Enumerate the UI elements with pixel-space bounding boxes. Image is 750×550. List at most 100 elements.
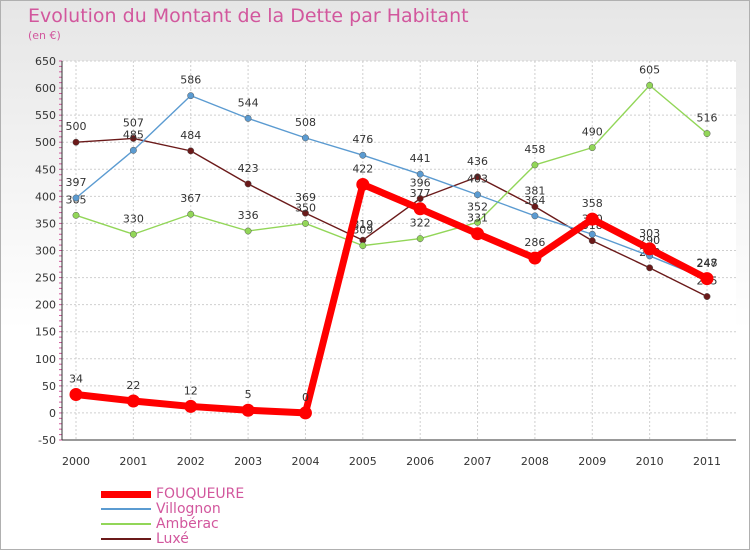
y-tick-label: 450: [35, 163, 56, 176]
x-tick-label: 2011: [693, 455, 721, 468]
data-label: 508: [295, 116, 316, 129]
data-label: 247: [697, 257, 718, 270]
data-point: [471, 227, 485, 241]
data-label: 396: [410, 177, 431, 190]
data-point: [588, 144, 596, 152]
data-label: 322: [410, 217, 431, 230]
data-label: 330: [123, 212, 144, 225]
data-label: 286: [524, 236, 545, 249]
data-label: 352: [467, 200, 488, 213]
data-label: 381: [524, 185, 545, 198]
y-tick-label: 350: [35, 217, 56, 230]
data-point: [474, 191, 481, 199]
data-label: 484: [180, 129, 201, 142]
data-point: [588, 230, 596, 238]
data-point: [244, 227, 252, 235]
data-label: 367: [180, 192, 201, 205]
data-point: [531, 161, 539, 169]
data-label: 34: [69, 373, 83, 386]
x-tick-label: 2007: [464, 455, 492, 468]
data-point: [126, 394, 140, 408]
series-line-fouqueure: [75, 180, 709, 417]
series-line-villognon: [75, 94, 708, 280]
data-point: [416, 195, 424, 202]
data-label: 5: [245, 388, 252, 401]
data-point: [413, 202, 427, 216]
legend-swatch: [101, 490, 151, 498]
data-label: 377: [410, 187, 431, 200]
y-tick-label: 600: [35, 82, 56, 95]
legend-label: Villognon: [156, 501, 221, 517]
data-point: [302, 134, 309, 142]
y-tick-label: 250: [35, 272, 56, 285]
data-point: [474, 173, 481, 181]
y-tick-label: -50: [38, 434, 56, 447]
x-tick-label: 2008: [521, 455, 549, 468]
x-tick-label: 2009: [578, 455, 606, 468]
data-point: [416, 235, 424, 243]
data-point: [646, 81, 654, 89]
data-point: [72, 138, 80, 146]
data-label: 22: [126, 379, 140, 392]
data-point: [187, 210, 195, 218]
y-tick-label: 200: [35, 299, 56, 312]
data-label: 436: [467, 155, 488, 168]
data-label: 485: [123, 128, 144, 141]
y-tick-label: 500: [35, 136, 56, 149]
legend-swatch: [101, 523, 151, 525]
data-label: 248: [697, 257, 718, 270]
data-label: 422: [352, 162, 373, 175]
data-label: 500: [66, 120, 87, 133]
data-label: 358: [582, 197, 603, 210]
data-label: 303: [639, 227, 660, 240]
legend-label: FOUQUEURE: [156, 486, 245, 502]
legend-swatch: [101, 508, 151, 510]
x-tick-label: 2010: [636, 455, 664, 468]
data-label: 331: [467, 212, 488, 225]
data-label: 309: [352, 224, 373, 237]
data-label: 441: [410, 152, 431, 165]
data-label: 423: [238, 162, 259, 175]
legend-label: Ambérac: [156, 516, 219, 532]
data-point: [244, 114, 252, 122]
data-label: 336: [238, 209, 259, 222]
data-label: 507: [123, 116, 144, 129]
data-label: 364: [524, 194, 545, 207]
data-point: [703, 130, 711, 138]
data-point: [646, 264, 654, 272]
legend-label: Luxé: [156, 531, 189, 547]
data-label: 586: [180, 74, 201, 87]
data-point: [356, 177, 370, 191]
x-tick-label: 2001: [119, 455, 147, 468]
y-tick-label: 400: [35, 190, 56, 203]
x-tick-label: 2005: [349, 455, 377, 468]
chart-title: Evolution du Montant de la Dette par Hab…: [28, 5, 469, 27]
data-point: [72, 194, 80, 202]
data-point: [359, 151, 367, 159]
data-point: [129, 134, 137, 142]
data-point: [129, 230, 137, 238]
data-point: [244, 180, 252, 188]
x-tick-label: 2002: [177, 455, 205, 468]
data-point: [72, 211, 80, 219]
data-point: [69, 388, 83, 402]
data-point: [585, 212, 599, 226]
data-point: [531, 212, 539, 220]
y-tick-label: 0: [49, 407, 56, 420]
data-point: [528, 251, 542, 265]
series-line-luxé: [75, 137, 708, 298]
y-tick-label: 100: [35, 353, 56, 366]
data-label: 319: [352, 218, 373, 231]
data-label: 369: [295, 191, 316, 204]
data-label: 397: [66, 176, 87, 189]
data-point: [241, 403, 255, 417]
data-label: 350: [295, 201, 316, 214]
data-label: 0: [302, 391, 309, 404]
x-tick-label: 2004: [291, 455, 319, 468]
data-label: 403: [467, 173, 488, 186]
data-label: 490: [582, 126, 603, 139]
data-label: 12: [184, 384, 198, 397]
data-point: [187, 147, 195, 155]
data-label: 544: [238, 96, 259, 109]
